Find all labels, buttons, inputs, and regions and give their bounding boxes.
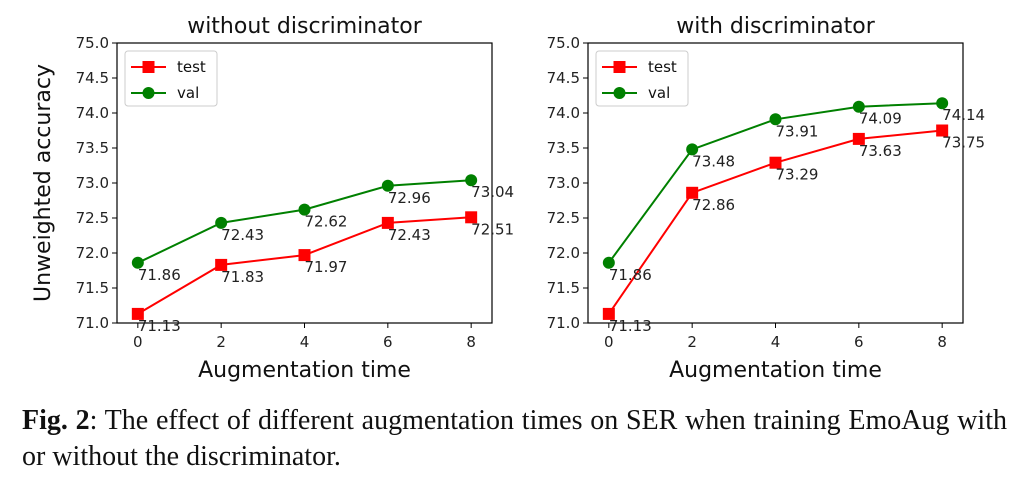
x-axis-title: Augmentation time <box>198 358 411 383</box>
data-point-test <box>686 186 699 199</box>
y-tick-label: 71.5 <box>547 279 580 297</box>
data-label-val: 73.91 <box>776 122 819 140</box>
y-tick-label: 71.0 <box>76 314 109 332</box>
legend-circle-marker-icon <box>613 87 626 99</box>
data-label-val: 74.14 <box>942 106 985 124</box>
data-label-test: 72.86 <box>692 196 735 214</box>
subplot-1: without discriminator 71.0 71.5 72.0 72.5 73.… <box>31 14 514 383</box>
data-point-test <box>215 258 228 271</box>
y-tick-label: 74.5 <box>76 69 109 87</box>
legend: test val <box>124 50 218 107</box>
y-tick-label: 73.5 <box>76 139 109 157</box>
x-tick-label: 6 <box>854 333 864 351</box>
data-point-test <box>602 307 615 320</box>
caption-separator: : <box>89 405 98 436</box>
plot-title: without discriminator <box>187 14 423 39</box>
data-label-test: 71.13 <box>609 317 652 335</box>
series-val: 71.86 72.43 72.62 72.96 73.04 <box>131 174 514 284</box>
data-label-test: 72.51 <box>471 220 514 238</box>
series-test: 71.13 71.83 71.97 72.43 72.51 <box>131 211 514 335</box>
plot-title: with discriminator <box>676 14 876 39</box>
x-axis-title: Augmentation time <box>669 358 882 383</box>
data-point-val <box>602 256 615 269</box>
data-label-val: 73.48 <box>692 152 735 170</box>
y-tick-label: 72.5 <box>547 209 580 227</box>
figure-caption: Fig. 2: The effect of different augmenta… <box>22 403 1007 475</box>
y-tick-label: 72.0 <box>76 244 109 262</box>
y-axis-title: Unweighted accuracy <box>31 64 56 302</box>
data-label-val: 72.96 <box>388 189 431 207</box>
data-label-test: 72.43 <box>388 226 431 244</box>
data-label-test: 71.13 <box>138 317 181 335</box>
data-label-val: 72.43 <box>221 226 264 244</box>
legend-square-marker-icon <box>613 61 626 73</box>
data-label-val: 74.09 <box>859 110 902 128</box>
data-label-test: 71.97 <box>305 258 348 276</box>
data-point-val <box>131 256 144 269</box>
data-point-val <box>381 179 394 192</box>
data-point-val <box>769 113 782 126</box>
data-label-val: 72.62 <box>305 213 348 231</box>
y-tick-label: 72.5 <box>76 209 109 227</box>
x-tick-label: 2 <box>687 333 697 351</box>
data-point-test <box>852 132 865 145</box>
y-tick-label: 74.0 <box>76 104 109 122</box>
data-point-val <box>215 216 228 229</box>
data-label-test: 73.75 <box>942 134 985 152</box>
data-point-val <box>298 203 311 216</box>
data-label-val: 71.86 <box>138 266 181 284</box>
data-point-test <box>298 249 311 262</box>
data-label-test: 73.63 <box>859 142 902 160</box>
series-test: 71.13 72.86 73.29 73.63 73.75 <box>602 124 985 335</box>
x-tick-label: 8 <box>466 333 476 351</box>
y-tick-label: 75.0 <box>76 34 109 52</box>
x-tick-label: 4 <box>771 333 781 351</box>
y-tick-label: 73.0 <box>76 174 109 192</box>
caption-prefix: Fig. 2 <box>22 405 90 436</box>
legend-label-test: test <box>648 58 677 76</box>
data-point-test <box>465 211 478 224</box>
legend-circle-marker-icon <box>142 87 155 99</box>
legend: test val <box>595 50 689 107</box>
figure: without discriminator 71.0 71.5 72.0 72.5 73.… <box>31 14 986 383</box>
data-point-val <box>852 100 865 113</box>
x-tick-label: 0 <box>604 333 614 351</box>
subplot-2: with discriminator 71.0 71.5 72.0 72.5 73.0 73… <box>547 14 986 383</box>
series-val: 71.86 73.48 73.91 74.09 74.14 <box>602 97 985 284</box>
data-point-test <box>381 216 394 229</box>
caption-text: The effect of different augmentation tim… <box>22 405 1007 472</box>
x-tick-label: 8 <box>937 333 947 351</box>
legend-label-val: val <box>648 84 670 102</box>
x-tick-label: 2 <box>216 333 226 351</box>
y-tick-label: 74.0 <box>547 104 580 122</box>
data-point-test <box>769 156 782 169</box>
data-label-test: 73.29 <box>776 166 819 184</box>
y-tick-label: 71.0 <box>547 314 580 332</box>
x-tick-label: 0 <box>133 333 143 351</box>
data-point-val <box>465 174 478 187</box>
data-label-val: 73.04 <box>471 183 514 201</box>
y-tick-label: 72.0 <box>547 244 580 262</box>
y-tick-label: 75.0 <box>547 34 580 52</box>
data-point-test <box>131 307 144 320</box>
data-point-val <box>686 143 699 156</box>
legend-square-marker-icon <box>142 61 155 73</box>
y-tick-label: 73.0 <box>547 174 580 192</box>
data-label-test: 71.83 <box>221 268 264 286</box>
legend-label-val: val <box>177 84 199 102</box>
data-label-val: 71.86 <box>609 266 652 284</box>
data-point-test <box>936 124 949 137</box>
y-tick-label: 71.5 <box>76 279 109 297</box>
y-tick-label: 74.5 <box>547 69 580 87</box>
legend-label-test: test <box>177 58 206 76</box>
data-point-val <box>936 97 949 110</box>
x-tick-label: 6 <box>383 333 393 351</box>
y-tick-label: 73.5 <box>547 139 580 157</box>
x-tick-label: 4 <box>300 333 310 351</box>
